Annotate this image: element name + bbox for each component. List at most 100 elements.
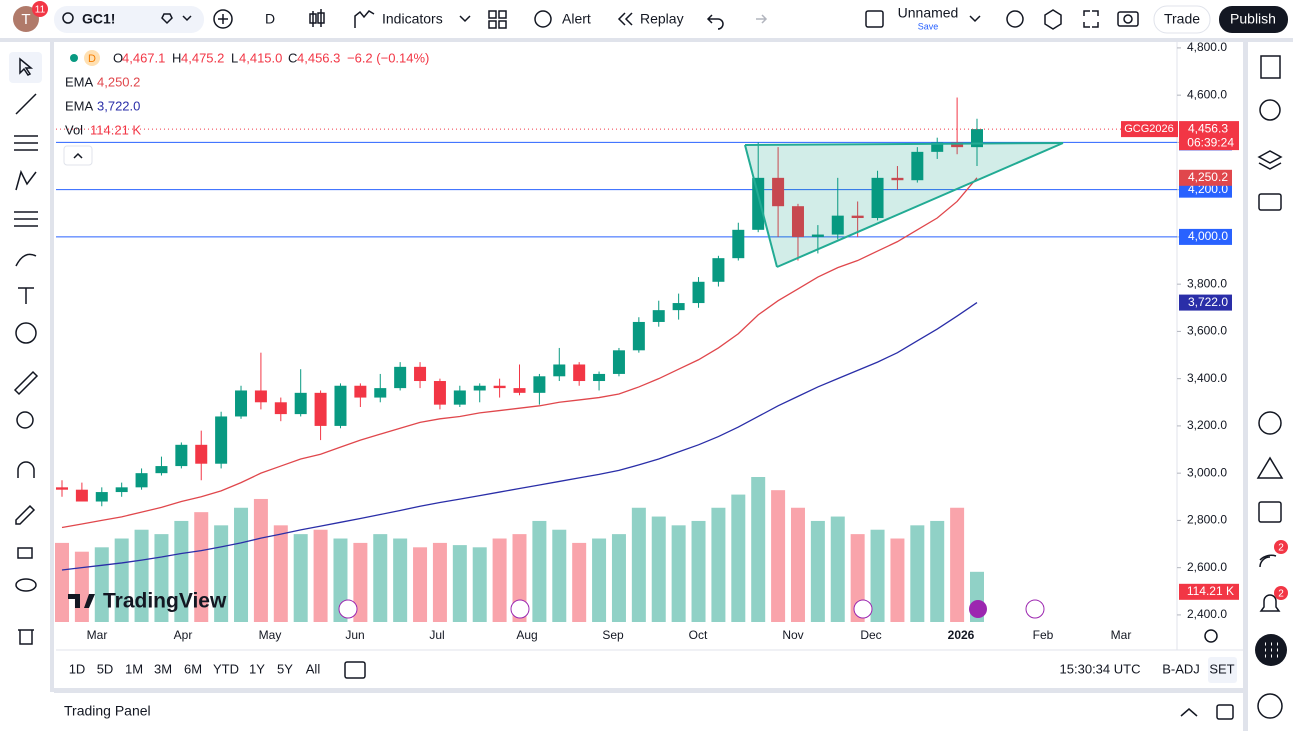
lock-tool[interactable] [17, 547, 33, 559]
trade-button[interactable]: Trade [1164, 11, 1200, 27]
help[interactable] [1257, 693, 1283, 719]
snapshot[interactable] [1117, 11, 1139, 27]
dropdown-icon[interactable] [182, 15, 192, 22]
trade-button-frame[interactable] [1153, 5, 1211, 34]
collapse-legend[interactable] [63, 145, 93, 166]
alerts[interactable] [1259, 99, 1281, 121]
layout-name[interactable]: Unnamed [898, 5, 959, 21]
event-marker[interactable] [969, 600, 987, 618]
range-button[interactable]: 5D [97, 661, 114, 676]
prediction-tool[interactable] [14, 211, 38, 227]
candle-body [772, 177, 785, 207]
alert-button[interactable]: Alert [562, 11, 591, 27]
volume-bar [353, 542, 368, 622]
chart-type[interactable] [309, 9, 325, 27]
templates-icon[interactable] [488, 10, 507, 29]
ema-fast-line [61, 177, 978, 529]
volume-bar [572, 542, 587, 622]
pattern-tool[interactable] [15, 169, 37, 191]
avatar[interactable] [13, 6, 39, 32]
add-symbol[interactable] [213, 9, 233, 29]
symbol[interactable]: GC1! [82, 11, 115, 27]
publish-button-frame[interactable] [1219, 6, 1288, 33]
right-separator [1243, 42, 1248, 731]
range-button[interactable]: All [306, 661, 321, 676]
zoom-tool[interactable] [16, 411, 34, 429]
panel-maximize[interactable] [1216, 704, 1234, 720]
notification-badge [32, 1, 48, 17]
quick-search[interactable] [1006, 10, 1024, 28]
range-button[interactable]: 5Y [277, 661, 293, 676]
volume-bar [452, 545, 467, 622]
settings[interactable] [1044, 9, 1062, 30]
symbol-search[interactable] [54, 6, 204, 33]
patterns[interactable] [1256, 456, 1284, 479]
event-marker[interactable] [338, 599, 358, 619]
volume-bar [492, 538, 507, 622]
replay-button[interactable]: Replay [640, 11, 684, 27]
triangle-top [744, 142, 1064, 146]
go-to-date[interactable] [344, 661, 366, 679]
candle-body [195, 444, 208, 464]
indicators-button[interactable]: Indicators [382, 11, 443, 27]
bottom-bar: 15:30:34 UTC B-ADJ SET 1D 5D 1M 3M 6M YTD 1Y 5Y… [69, 629, 1237, 683]
candle-body [632, 321, 645, 351]
candle-body [135, 473, 148, 488]
magnet-tool[interactable] [17, 461, 35, 478]
layout-icon[interactable] [865, 10, 884, 28]
fib-tool[interactable] [14, 135, 38, 151]
range-button[interactable]: 3M [154, 661, 172, 676]
candle-body [75, 489, 88, 502]
range-button[interactable]: YTD [213, 661, 239, 676]
trendline-tool[interactable] [15, 93, 37, 115]
cursor-tool[interactable] [19, 57, 34, 76]
high-value: 4,475.2 [181, 50, 224, 65]
layers[interactable] [1257, 150, 1283, 170]
panel-expand[interactable] [1180, 708, 1198, 717]
delete-tool[interactable] [18, 629, 34, 645]
event-marker[interactable] [510, 599, 530, 619]
technicals[interactable] [1258, 411, 1282, 435]
interval[interactable]: D [265, 11, 275, 27]
axis-settings[interactable] [1204, 629, 1218, 643]
layout-dropdown[interactable] [969, 15, 981, 23]
trading-panel: Trading Panel [64, 703, 1234, 720]
fullscreen[interactable] [1083, 10, 1099, 28]
news[interactable] [1259, 554, 1277, 568]
close-label: C [288, 50, 297, 65]
candle-body [612, 350, 625, 374]
range-button[interactable]: 1D [69, 661, 86, 676]
volume-bar [253, 498, 268, 622]
text-tool[interactable] [18, 287, 34, 304]
triangle-drawing [744, 142, 1064, 268]
compare-icon[interactable] [161, 13, 173, 25]
x-tick-label: Oct [689, 628, 708, 642]
range-button[interactable]: 6M [184, 661, 202, 676]
candle-body [95, 492, 108, 502]
low-label: L [231, 50, 238, 65]
adjustment[interactable]: B-ADJ [1162, 661, 1200, 676]
brush-tool[interactable] [15, 253, 37, 267]
undo[interactable] [706, 14, 724, 30]
calendar[interactable] [1258, 501, 1282, 523]
chat[interactable] [1258, 193, 1282, 211]
indicators-dropdown[interactable] [459, 15, 471, 23]
session[interactable]: SET [1209, 661, 1234, 676]
range-button[interactable]: 1Y [249, 661, 265, 676]
visibility-tool[interactable] [15, 578, 37, 592]
draw-mode-tool[interactable] [15, 504, 36, 525]
icon-tool[interactable] [15, 322, 37, 344]
event-marker[interactable] [853, 599, 873, 619]
event-marker[interactable] [1025, 599, 1045, 619]
panel-title[interactable]: Trading Panel [64, 703, 151, 719]
x-tick-label: Feb [1033, 628, 1054, 642]
notifications[interactable] [1259, 594, 1281, 612]
measure-tool[interactable] [13, 370, 39, 396]
ema-tag [1179, 294, 1232, 311]
watchlist[interactable] [1260, 55, 1281, 79]
redo[interactable] [756, 14, 768, 24]
range-button[interactable]: 1M [125, 661, 143, 676]
save-label[interactable]: Save [918, 21, 939, 31]
publish-button[interactable]: Publish [1230, 11, 1276, 27]
